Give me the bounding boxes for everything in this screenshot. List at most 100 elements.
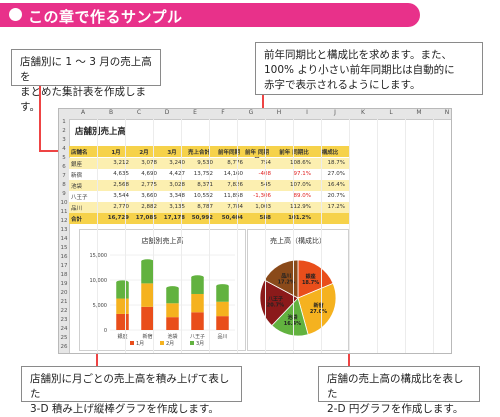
column-header[interactable]: A [80,109,86,116]
table-cell[interactable]: 11,858 [223,193,243,199]
table-cell[interactable]: 17,178 [163,215,185,221]
row-header[interactable]: 9 [62,191,66,197]
row-header[interactable]: 10 [60,200,68,206]
table-cell[interactable]: 3,028 [169,182,185,188]
table-cell[interactable]: 構成比 [321,150,339,156]
row-header[interactable]: 3 [62,137,66,143]
table-cell[interactable]: 108.6% [290,160,311,166]
table-cell[interactable]: 16.4% [327,182,345,188]
column-header[interactable]: G [248,109,254,116]
table-cell[interactable]: 50,992 [191,215,213,221]
row-header[interactable]: 15 [60,245,68,251]
table-cell[interactable]: 101.2% [288,215,311,221]
bar-chart[interactable]: 店舗別売上高 0 5,000 10,000 15,000 銀座 新宿 池袋 八王子 品川 1月 2月… [79,229,246,351]
table-cell[interactable]: 3月 [167,150,177,156]
table-cell[interactable]: 店舗名 [71,150,88,156]
row-header[interactable]: 20 [60,290,68,296]
table-cell[interactable]: 3,135 [169,204,185,210]
column-header[interactable]: L [389,109,393,116]
table-cell[interactable]: 89.0% [293,193,311,199]
column-header[interactable]: D [164,109,170,116]
table-cell[interactable]: 18.7% [327,160,345,166]
table-cell[interactable]: 588 [243,215,271,221]
row-header[interactable]: 8 [62,182,66,188]
row-header[interactable]: 24 [60,326,68,332]
table-cell[interactable]: 17,085 [135,215,157,221]
table-cell[interactable]: 八王子 [71,195,88,201]
table-cell[interactable]: 品川 [71,206,83,212]
table-cell[interactable]: 1月 [111,150,121,156]
column-header[interactable]: E [193,109,197,116]
row-header[interactable]: 5 [62,155,66,161]
column-header[interactable]: F [221,109,225,116]
row-header[interactable]: 4 [62,146,66,152]
column-header[interactable]: C [136,109,142,116]
table-cell[interactable]: 20.7% [327,193,345,199]
row-header[interactable]: 18 [60,272,68,278]
table-cell[interactable]: 2,770 [113,204,129,210]
table-cell[interactable]: 前年同期 [217,150,240,156]
row-header[interactable]: 23 [60,317,68,323]
table-cell[interactable]: 17.2% [327,204,345,210]
table-cell[interactable]: 9,530 [197,160,213,166]
row-header[interactable]: 1 [62,119,66,125]
table-cell[interactable]: 14,160 [223,171,243,177]
row-header[interactable]: 25 [60,335,68,341]
table-cell[interactable]: 4,635 [113,171,129,177]
table-cell[interactable]: 池袋 [71,184,83,190]
table-cell[interactable]: 4,690 [141,171,157,177]
table-cell[interactable]: 13,752 [193,171,213,177]
table-cell[interactable]: 8,371 [197,182,213,188]
table-cell[interactable]: 新宿 [71,173,83,179]
column-header[interactable]: I [306,109,308,116]
table-cell[interactable]: 4,427 [169,171,185,177]
table-cell[interactable]: 3,544 [113,193,129,199]
table-cell[interactable]: 50,404 [221,215,243,221]
row-header[interactable]: 16 [60,254,68,260]
row-header[interactable]: 7 [62,173,66,179]
row-header[interactable]: 22 [60,308,68,314]
table-cell[interactable]: 3,078 [141,160,157,166]
table-cell[interactable]: 107.0% [290,182,311,188]
row-header[interactable]: 26 [60,344,68,350]
table-cell[interactable]: 754 [243,160,272,166]
table-cell[interactable]: 8,787 [197,204,213,210]
table-cell[interactable]: 97.1% [293,171,311,177]
table-cell[interactable]: 前年 同期比 [279,150,309,156]
table-cell[interactable]: 1,003 [255,204,271,210]
table-cell[interactable]: 545 [243,182,272,188]
row-header[interactable]: 13 [60,227,68,233]
table-cell[interactable]: 8,776 [227,160,243,166]
table-cell[interactable]: -408 [243,171,271,177]
table-cell[interactable]: 売上合計 [187,150,210,156]
column-header[interactable]: J [334,109,336,116]
table-cell[interactable]: 16,729 [107,215,129,221]
table-cell[interactable]: 7,784 [227,204,243,210]
row-header[interactable]: 12 [60,218,68,224]
table-cell[interactable]: 3,212 [113,160,129,166]
row-header[interactable]: 17 [60,263,68,269]
row-header[interactable]: 19 [60,281,68,287]
column-header[interactable]: H [276,109,282,116]
column-header[interactable]: B [108,109,114,116]
row-header[interactable]: 2 [62,128,66,134]
row-header[interactable]: 6 [62,164,66,170]
table-cell[interactable]: 3,348 [169,193,185,199]
row-header[interactable]: 21 [60,299,68,305]
column-header[interactable]: N [444,109,450,116]
table-cell[interactable]: 2月 [139,150,149,156]
table-cell[interactable]: 銀座 [71,162,83,168]
table-cell[interactable]: -1,306 [253,193,271,199]
column-header[interactable]: M [416,109,422,116]
table-cell[interactable]: 3,240 [169,160,185,166]
table-cell[interactable]: 27.0% [327,171,345,177]
table-cell[interactable]: 10,552 [193,193,213,199]
column-header[interactable]: K [361,109,365,116]
row-header[interactable]: 11 [60,209,68,215]
table-cell[interactable]: 7,826 [227,182,243,188]
row-header[interactable]: 14 [60,236,68,242]
table-cell[interactable]: 2,568 [113,182,129,188]
table-cell[interactable]: 2,882 [141,204,157,210]
